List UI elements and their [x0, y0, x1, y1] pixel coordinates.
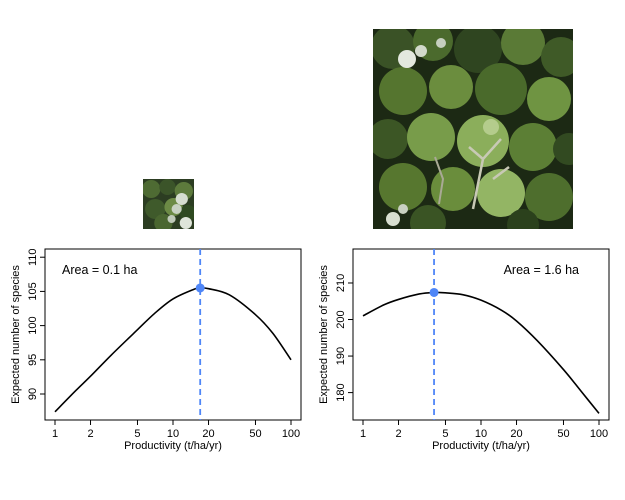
x-tick-label: 20: [202, 428, 214, 440]
x-tick-label: 1: [52, 428, 58, 440]
canopy-photo-large: [373, 29, 573, 229]
species-curve: [54, 287, 292, 413]
y-axis-title: Expected number of species: [10, 265, 22, 404]
area-annotation: Area = 0.1 ha: [62, 263, 137, 277]
x-tick-label: 10: [475, 428, 487, 440]
y-tick-label: 110: [27, 248, 39, 266]
x-axis-title: Productivity (t/ha/yr): [124, 440, 222, 452]
x-tick-label: 2: [87, 428, 93, 440]
x-tick-label: 10: [167, 428, 179, 440]
y-tick-label: 105: [27, 282, 39, 300]
y-tick-label: 210: [335, 274, 347, 292]
y-axis-title: Expected number of species: [318, 265, 330, 404]
y-tick-label: 100: [27, 316, 39, 334]
optimum-point: [429, 287, 439, 297]
chart-panel-2: 1 2 5 10 20 50 100 180 190 200 210 Productivity (t/…: [318, 248, 610, 452]
x-tick-label: 5: [442, 428, 448, 440]
y-tick-label: 200: [335, 310, 347, 328]
species-curve: [362, 291, 600, 414]
y-tick-label: 95: [27, 354, 39, 366]
chart-panel-1: 1 2 5 10 20 50 100 90 95 100 105 110 Productivity (t…: [10, 248, 302, 452]
x-tick-label: 100: [590, 428, 608, 440]
canopy-photo-small: [143, 179, 194, 229]
x-tick-label: 5: [134, 428, 140, 440]
x-axis-title: Productivity (t/ha/yr): [432, 440, 530, 452]
x-tick-label: 50: [249, 428, 261, 440]
y-tick-label: 90: [27, 388, 39, 400]
area-annotation: Area = 1.6 ha: [504, 263, 579, 277]
y-tick-label: 180: [335, 383, 347, 401]
x-tick-label: 50: [557, 428, 569, 440]
x-tick-label: 100: [282, 428, 300, 440]
x-tick-label: 20: [510, 428, 522, 440]
x-tick-label: 2: [395, 428, 401, 440]
optimum-point: [195, 283, 205, 293]
y-tick-label: 190: [335, 347, 347, 365]
x-tick-label: 1: [360, 428, 366, 440]
